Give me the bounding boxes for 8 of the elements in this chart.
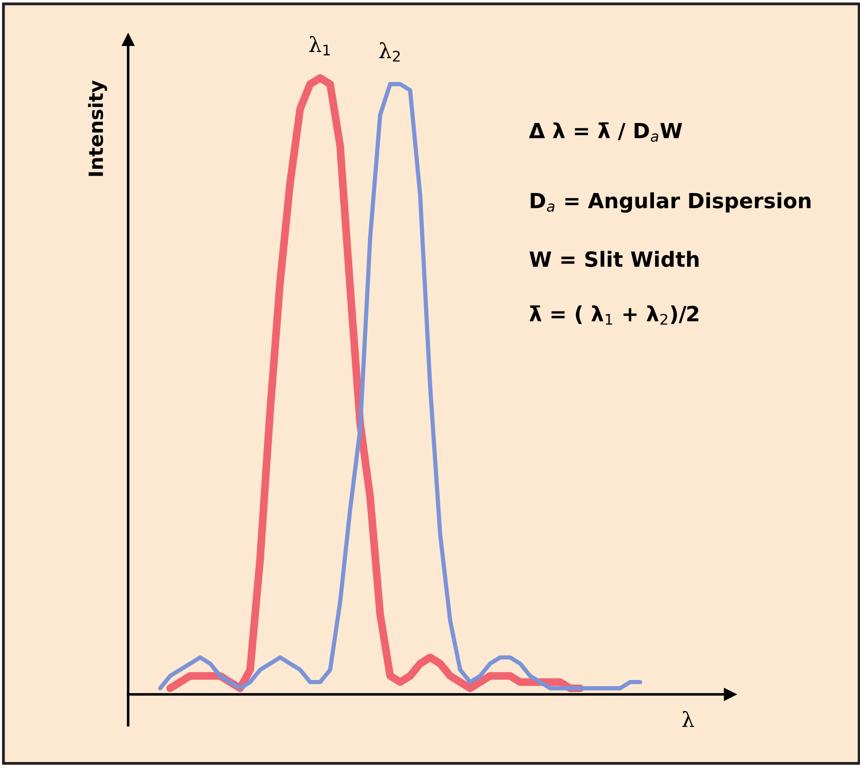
text: λ$_{2}$ [379, 42, 400, 62]
annotation: D$_{a}$ = Angular Dispersion [530, 192, 810, 213]
annotation: Δ λ = λ̄ / D$_{a}$W [529, 122, 682, 142]
annotation: W = Slit Width [530, 250, 699, 268]
x-axis-title: λ [682, 710, 694, 727]
text: λ$_{1}$ [309, 36, 330, 56]
annotation: λ̄ = ( λ$_{1}$ + λ$_{2}$)/2 [530, 305, 698, 325]
y-axis-title: Intensity [88, 80, 108, 176]
